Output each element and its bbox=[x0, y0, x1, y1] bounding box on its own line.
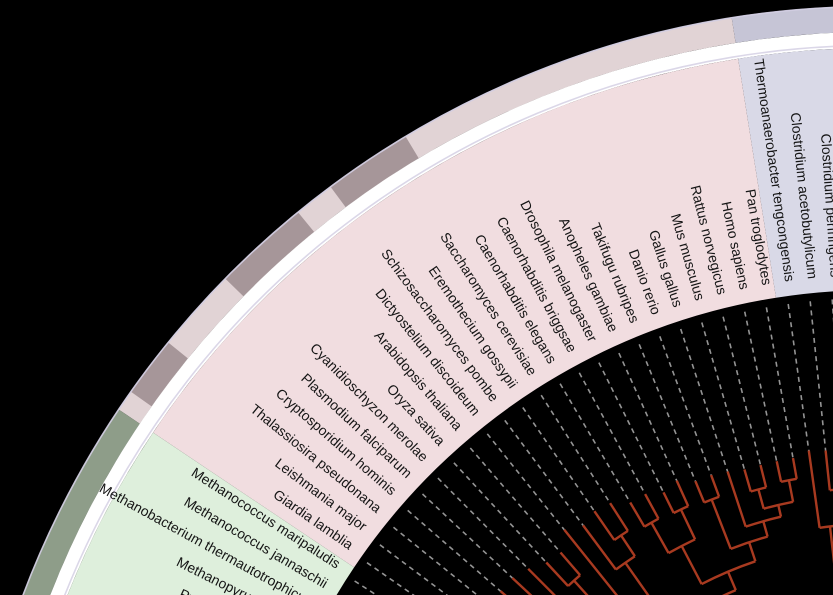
leaf-connector bbox=[618, 352, 678, 481]
leaf-connector bbox=[504, 419, 584, 526]
leaf-connector bbox=[437, 477, 529, 570]
tree-branch bbox=[644, 493, 660, 520]
tree-branch bbox=[777, 504, 783, 517]
tree-branch bbox=[559, 551, 582, 576]
tree-branch bbox=[743, 469, 752, 492]
leaf-connector bbox=[701, 322, 746, 470]
leaf-connector bbox=[765, 307, 794, 459]
tree-branch bbox=[787, 479, 795, 503]
leaf-connector bbox=[421, 493, 513, 579]
tree-branch bbox=[757, 489, 765, 510]
leaf-connector bbox=[598, 362, 665, 493]
tree-branch bbox=[545, 561, 569, 587]
leaf-connector bbox=[743, 311, 778, 462]
tree-branch bbox=[662, 491, 675, 514]
leaf-connector bbox=[522, 407, 596, 512]
leaf-connector bbox=[366, 562, 415, 595]
leaf-connector bbox=[722, 316, 762, 466]
tree-branch bbox=[759, 464, 768, 488]
tree-branch bbox=[650, 522, 670, 554]
tree-branch bbox=[726, 571, 737, 591]
leaf-connector bbox=[407, 509, 502, 592]
leaf-connector bbox=[787, 303, 810, 451]
domain-wedge-bacteria bbox=[738, 48, 833, 298]
tree-branch bbox=[747, 541, 757, 562]
tree-branch bbox=[694, 480, 706, 503]
tree-branch bbox=[582, 524, 617, 571]
leaf-connector bbox=[679, 328, 729, 472]
tree-arc bbox=[763, 500, 794, 510]
outer-hairline-arc bbox=[22, 6, 833, 595]
inner-hairline-arc bbox=[64, 45, 833, 595]
outer-band-dark-segment-2 bbox=[224, 211, 315, 297]
leaf-connector bbox=[486, 433, 565, 531]
leaf-connector bbox=[540, 394, 611, 504]
tree-branch bbox=[680, 545, 703, 585]
tree-arc bbox=[721, 588, 737, 595]
leaf-connector bbox=[379, 544, 449, 595]
tree-branch bbox=[593, 510, 616, 541]
tree-branch bbox=[563, 529, 619, 595]
tree-branch bbox=[620, 534, 636, 557]
tree-branch bbox=[675, 480, 690, 507]
domain-wedge-archaea bbox=[67, 432, 355, 595]
tree-branch bbox=[710, 499, 732, 550]
leaf-connector bbox=[559, 383, 631, 503]
tree-branch bbox=[791, 457, 798, 480]
leaf-connector bbox=[638, 343, 697, 482]
tree-branch bbox=[629, 501, 646, 528]
leaf-connector bbox=[469, 447, 562, 554]
outer-band-dark-segment-1 bbox=[330, 136, 419, 208]
leaf-connector bbox=[354, 580, 378, 595]
tree-branch bbox=[775, 461, 783, 483]
leaf-connector bbox=[578, 372, 646, 495]
tree-branch bbox=[807, 450, 821, 528]
tree-branch bbox=[709, 474, 721, 498]
tree-arc bbox=[829, 488, 833, 492]
tree-arc bbox=[701, 560, 756, 586]
leaf-connector bbox=[453, 462, 547, 564]
outer-band-segment-archaea bbox=[22, 409, 140, 595]
leaf-connector bbox=[809, 301, 827, 451]
white-ring-gap bbox=[50, 32, 833, 595]
tree-branch bbox=[527, 567, 556, 595]
tree-branch bbox=[573, 579, 589, 595]
tree-branch bbox=[609, 502, 629, 532]
outer-band-dark-segment-3 bbox=[130, 342, 188, 407]
domain-wedge-eukaryota bbox=[153, 58, 777, 568]
tree-branch bbox=[726, 471, 747, 527]
leaf-connector bbox=[659, 336, 712, 476]
outer-band-segment-bacteria bbox=[731, 6, 833, 43]
tree-branch bbox=[511, 577, 533, 595]
tree-branch bbox=[824, 450, 831, 491]
tree-branch bbox=[679, 508, 697, 540]
leaf-connector bbox=[392, 526, 479, 595]
tree-branch bbox=[762, 520, 769, 537]
